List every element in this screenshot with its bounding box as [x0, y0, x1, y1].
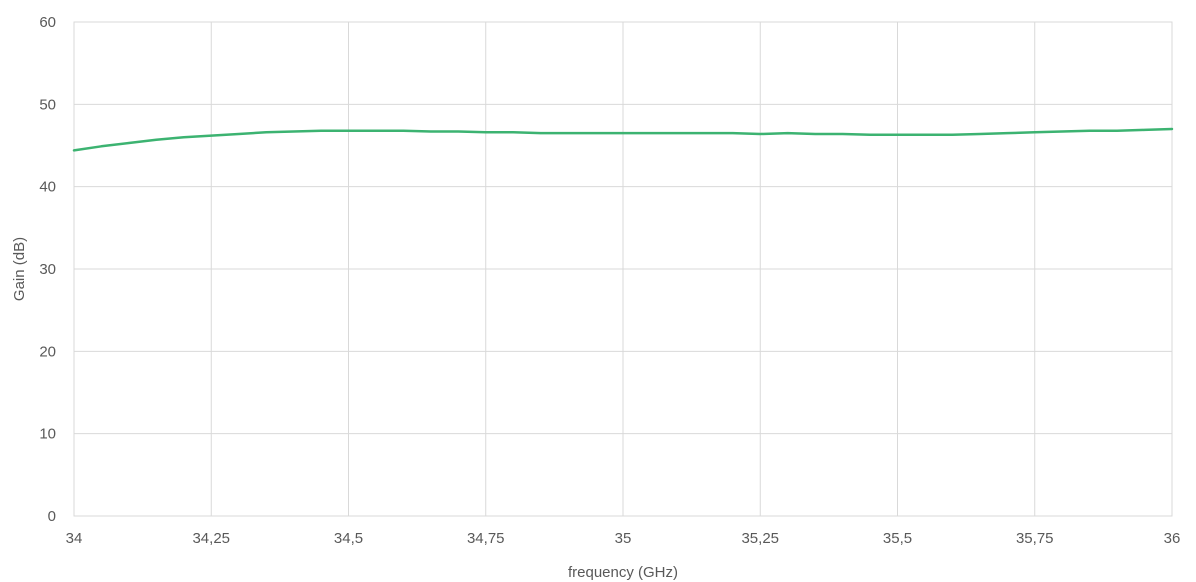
y-tick-label: 40 [39, 179, 56, 196]
x-tick-label: 35 [615, 530, 632, 547]
grid-lines [73, 21, 1173, 517]
series-line [72, 127, 1174, 152]
x-tick-label: 35,5 [883, 530, 912, 547]
x-tick-label: 34,75 [467, 530, 505, 547]
y-tick-label: 20 [39, 343, 56, 360]
x-tick-label: 36 [1164, 530, 1181, 547]
y-tick-label: 30 [39, 261, 56, 278]
x-tick-label: 34,25 [192, 530, 230, 547]
y-axis-ticks: 0 10 20 30 40 50 60 [39, 14, 56, 525]
y-tick-label: 10 [39, 426, 56, 443]
x-tick-label: 35,25 [741, 530, 779, 547]
series-layer [72, 127, 1174, 152]
x-tick-label: 34,5 [334, 530, 363, 547]
y-tick-label: 0 [48, 508, 56, 525]
x-tick-label: 34 [66, 530, 83, 547]
y-tick-label: 50 [39, 96, 56, 113]
y-axis-title: Gain (dB) [11, 237, 28, 301]
x-axis-title: frequency (GHz) [568, 564, 678, 581]
plot-area-border [73, 21, 1173, 517]
x-tick-label: 35,75 [1016, 530, 1054, 547]
x-axis-ticks: 34 34,25 34,5 34,75 35 35,25 35,5 35,75 36 [66, 530, 1181, 547]
y-tick-label: 60 [39, 14, 56, 31]
